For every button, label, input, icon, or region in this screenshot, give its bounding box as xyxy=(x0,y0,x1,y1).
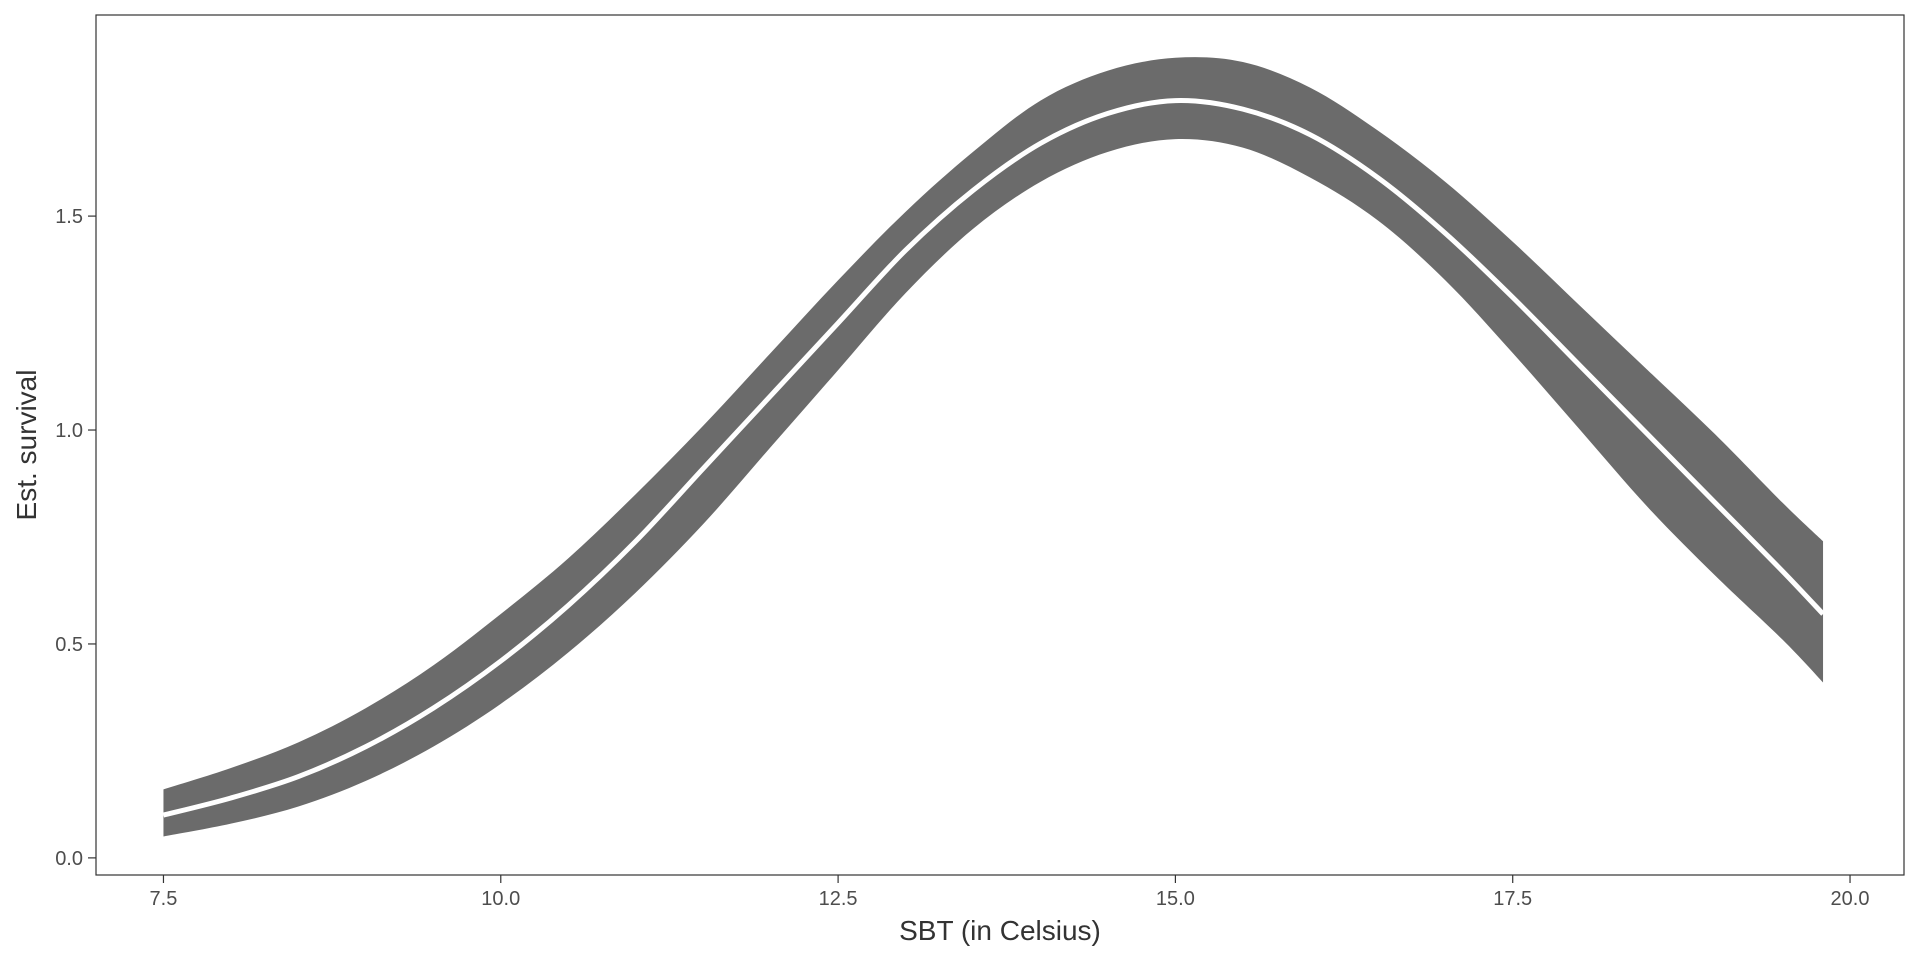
x-tick-label: 10.0 xyxy=(481,888,520,910)
x-axis-title: SBT (in Celsius) xyxy=(899,915,1101,946)
ribbon-layer xyxy=(163,57,1824,837)
x-tick-label: 12.5 xyxy=(819,888,858,910)
y-axis-title: Est. survival xyxy=(11,370,42,521)
x-tick-label: 7.5 xyxy=(150,888,178,910)
confidence-ribbon xyxy=(163,57,1824,837)
y-tick-label: 0.5 xyxy=(55,634,83,656)
x-axis: 7.5 10.0 12.5 15.0 17.5 20.0 xyxy=(150,875,1870,910)
y-tick-label: 0.0 xyxy=(55,848,83,870)
y-tick-label: 1.0 xyxy=(55,420,83,442)
line-layer xyxy=(162,97,1825,818)
x-tick-label: 15.0 xyxy=(1156,888,1195,910)
x-tick-label: 20.0 xyxy=(1831,888,1870,910)
x-tick-label: 17.5 xyxy=(1493,888,1532,910)
y-tick-label: 1.5 xyxy=(55,206,83,228)
y-axis: 0.0 0.5 1.0 1.5 xyxy=(55,206,96,870)
estimate-line xyxy=(162,97,1825,818)
